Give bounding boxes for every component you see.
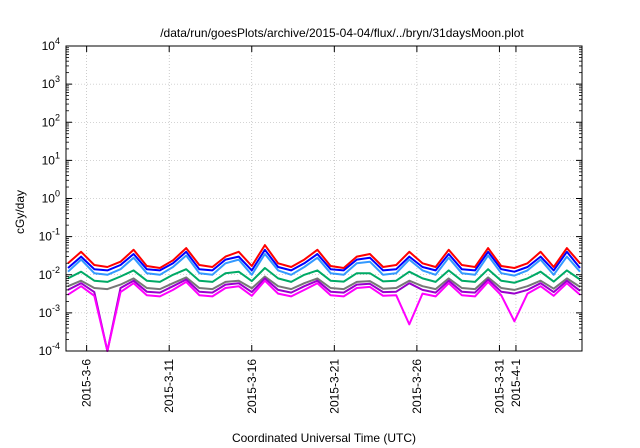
chart-title: /data/run/goesPlots/archive/2015-04-04/f… xyxy=(160,26,524,40)
y-tick-base: 10 xyxy=(42,77,56,91)
series-line xyxy=(67,275,581,291)
y-tick-exponent: 3 xyxy=(55,74,60,84)
series-line xyxy=(67,253,581,277)
y-tick-base: 10 xyxy=(39,306,53,320)
x-tick-label: 2015-3-11 xyxy=(162,359,176,413)
y-tick-exponent: 4 xyxy=(55,36,60,46)
series-line xyxy=(67,267,581,284)
y-tick-base: 10 xyxy=(42,153,56,167)
y-tick-label: 10-2 xyxy=(39,265,60,282)
tick-marks xyxy=(66,45,582,352)
series-line xyxy=(67,244,581,269)
series-line xyxy=(67,277,581,352)
y-tick-base: 10 xyxy=(39,268,53,282)
x-tick-labels: 2015-3-6 2015-3-11 2015-3-16 2015-3-21 2015-… xyxy=(80,359,523,414)
y-tick-label: 100 xyxy=(42,189,60,206)
y-tick-label: 102 xyxy=(42,112,60,129)
series-line xyxy=(67,248,581,273)
y-tick-label: 103 xyxy=(42,74,60,91)
y-axis-label: cGy/day xyxy=(13,190,27,234)
y-tick-label: 104 xyxy=(42,36,60,53)
series-line xyxy=(67,279,581,352)
y-tick-base: 10 xyxy=(42,39,56,53)
x-tick-label: 2015-3-6 xyxy=(80,359,94,407)
x-tick-label: 2015-4-1 xyxy=(509,359,523,407)
y-tick-label: 10-4 xyxy=(39,341,60,358)
y-tick-exponent: 1 xyxy=(55,150,60,160)
y-tick-base: 10 xyxy=(42,115,56,129)
y-tick-label: 101 xyxy=(42,150,60,167)
y-tick-exponent: -1 xyxy=(52,227,60,237)
y-tick-exponent: -4 xyxy=(52,341,60,351)
y-tick-label: 10-1 xyxy=(39,227,60,244)
y-tick-label: 10-3 xyxy=(39,303,60,320)
x-tick-label: 2015-3-26 xyxy=(410,359,424,414)
y-tick-base: 10 xyxy=(39,230,53,244)
y-tick-exponent: -2 xyxy=(52,265,60,275)
y-tick-exponent: -3 xyxy=(52,303,60,313)
y-tick-exponent: 0 xyxy=(55,189,60,199)
x-tick-label: 2015-3-16 xyxy=(245,359,259,414)
x-axis-label: Coordinated Universal Time (UTC) xyxy=(232,431,416,445)
y-tick-base: 10 xyxy=(39,344,53,358)
x-tick-label: 2015-3-21 xyxy=(327,359,341,414)
series-layer xyxy=(67,244,581,352)
x-tick-label: 2015-3-31 xyxy=(492,359,506,414)
grid-lines xyxy=(66,46,582,351)
y-tick-exponent: 2 xyxy=(55,112,60,122)
y-tick-base: 10 xyxy=(42,192,56,206)
